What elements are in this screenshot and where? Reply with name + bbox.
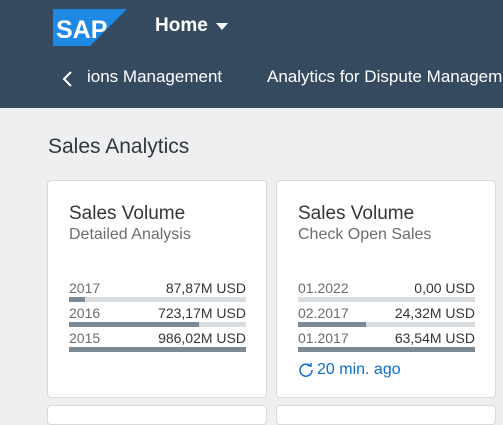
bar-label: 02.2017 <box>298 305 349 321</box>
caret-down-icon <box>215 22 228 30</box>
anchor-navigation-bar: ions Management Analytics for Dispute Ma… <box>87 64 503 92</box>
bar-row: 01.2022 0,00 USD <box>298 280 475 304</box>
bar-value: 986,02M USD <box>158 330 246 346</box>
bar-value: 0,00 USD <box>414 280 475 296</box>
bar-label: 01.2017 <box>298 330 349 346</box>
bar-fill <box>298 347 475 352</box>
bar-fill <box>69 297 85 302</box>
bar-value: 63,54M USD <box>394 330 475 346</box>
section-title: Sales Analytics <box>48 135 190 158</box>
tile-subtitle: Detailed Analysis <box>69 226 191 243</box>
bar-track <box>298 297 475 302</box>
tile-subtitle: Check Open Sales <box>298 226 432 243</box>
bar-fill <box>298 322 366 327</box>
tile-partial[interactable] <box>276 405 496 425</box>
bar-label: 2016 <box>69 305 101 321</box>
bar-label: 2015 <box>69 330 101 346</box>
nav-item-ions-management[interactable]: ions Management <box>87 67 223 86</box>
bar-value: 24,32M USD <box>394 305 475 321</box>
chevron-left-icon[interactable] <box>60 67 76 91</box>
sap-logo-text: SAP <box>56 16 107 44</box>
bar-track <box>69 347 246 352</box>
bar-label: 01.2022 <box>298 280 349 296</box>
bar-fill <box>69 322 199 327</box>
home-menu-button[interactable]: Home <box>155 13 228 39</box>
bar-track <box>298 347 475 352</box>
bar-track <box>298 322 475 327</box>
bar-track <box>69 297 246 302</box>
bar-value: 87,87M USD <box>165 280 246 296</box>
bar-row: 2015 986,02M USD <box>69 330 246 354</box>
bar-value: 723,17M USD <box>158 305 246 321</box>
bar-label: 2017 <box>69 280 101 296</box>
refresh-icon <box>299 362 313 377</box>
bar-track <box>69 322 246 327</box>
tile-partial[interactable] <box>47 405 267 425</box>
bar-row: 02.2017 24,32M USD <box>298 305 475 329</box>
bar-row: 2017 87,87M USD <box>69 280 246 304</box>
bar-fill <box>69 347 246 352</box>
refresh-label: 20 min. ago <box>317 361 401 378</box>
tile-title: Sales Volume <box>298 203 415 224</box>
nav-item-analytics-dispute[interactable]: Analytics for Dispute Management <box>267 67 503 86</box>
bar-row: 01.2017 63,54M USD <box>298 330 475 354</box>
sap-logo[interactable]: SAP <box>53 9 127 46</box>
home-label: Home <box>155 15 208 36</box>
shell-header: SAP Home ions Management Analytics for D… <box>0 0 503 108</box>
tile-title: Sales Volume <box>69 203 186 224</box>
bar-row: 2016 723,17M USD <box>69 305 246 329</box>
tile-sales-volume-detailed[interactable]: Sales Volume Detailed Analysis 2017 87,8… <box>47 180 267 398</box>
tile-sales-volume-open[interactable]: Sales Volume Check Open Sales 01.2022 0,… <box>276 180 496 398</box>
refresh-link[interactable]: 20 min. ago <box>298 361 401 379</box>
